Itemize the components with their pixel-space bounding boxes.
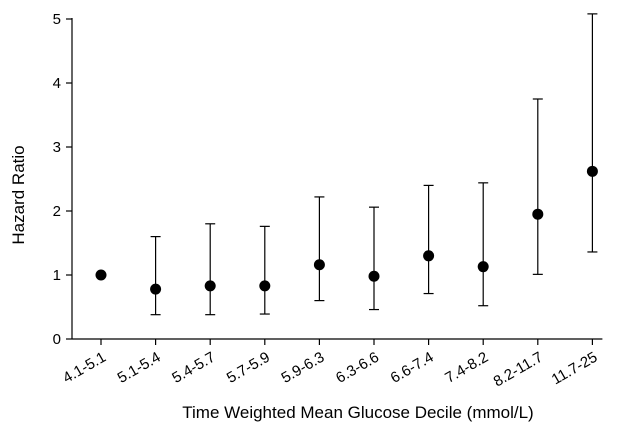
data-point: [150, 283, 162, 295]
y-tick-label: 2: [53, 203, 61, 220]
data-point: [204, 280, 216, 292]
x-tick-label: 5.1-5.4: [115, 349, 164, 387]
x-tick-label: 7.4-8.2: [442, 349, 491, 387]
x-tick-label: 5.9-6.3: [278, 349, 327, 387]
data-point: [477, 261, 489, 273]
data-point: [586, 165, 598, 177]
x-tick-label: 6.6-7.4: [388, 349, 437, 387]
x-tick-label: 6.3-6.6: [333, 349, 382, 387]
data-point: [95, 269, 107, 281]
data-marks: [95, 13, 598, 316]
y-tick-label: 3: [53, 139, 61, 156]
x-tick-label: 5.7-5.9: [224, 349, 273, 387]
x-tick-label: 5.4-5.7: [169, 349, 218, 387]
x-axis: 4.1-5.1 5.1-5.4 5.4-5.7 5.7-5.9 5.9-6.3 6.3-6…: [60, 338, 603, 391]
data-point: [259, 280, 271, 292]
y-tick-label: 1: [53, 267, 61, 284]
y-tick-label: 0: [53, 331, 61, 348]
x-tick-label: 4.1-5.1: [60, 349, 109, 387]
y-tick-label: 5: [53, 11, 61, 28]
x-tick-label: 8.2-11.7: [491, 349, 546, 391]
y-axis: 0 1 2 3 4 5: [53, 11, 73, 348]
x-axis-title: Time Weighted Mean Glucose Decile (mmol/…: [182, 403, 533, 422]
x-tick-label: 11.7-25: [549, 349, 601, 389]
y-axis-title: Hazard Ratio: [9, 145, 28, 244]
data-point: [423, 250, 435, 262]
data-point: [313, 259, 325, 271]
data-point: [532, 208, 544, 220]
y-tick-label: 4: [53, 75, 61, 92]
data-point: [368, 270, 380, 282]
